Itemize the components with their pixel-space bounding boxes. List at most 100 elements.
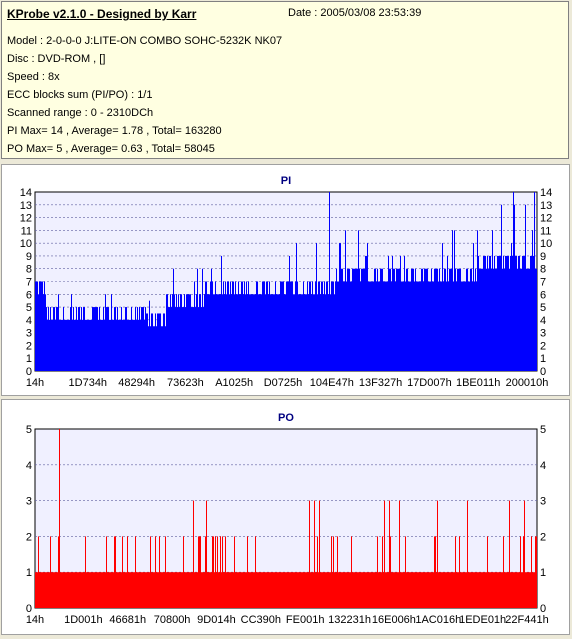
bar	[39, 281, 40, 371]
bar	[523, 536, 524, 608]
bar	[337, 281, 338, 371]
bar	[527, 572, 528, 608]
bar	[352, 268, 353, 371]
bar	[354, 268, 355, 371]
bar	[322, 281, 323, 371]
bar	[67, 572, 68, 608]
bar	[258, 294, 259, 371]
bar	[223, 572, 224, 608]
bar	[219, 294, 220, 371]
bar	[129, 319, 130, 371]
bar	[194, 572, 195, 608]
bar	[451, 572, 452, 608]
bar	[77, 319, 78, 371]
bar	[282, 281, 283, 371]
bar	[105, 572, 106, 608]
y-tick-label-left: 1	[26, 353, 32, 365]
bar	[505, 572, 506, 608]
bar	[434, 536, 435, 608]
bar	[159, 536, 160, 608]
bar	[378, 572, 379, 608]
bar	[433, 572, 434, 608]
y-tick-label-right: 2	[540, 340, 546, 352]
bar	[373, 281, 374, 371]
bar	[221, 572, 222, 608]
y-tick-label-right: 6	[540, 289, 546, 301]
bar	[274, 294, 275, 371]
bar	[246, 572, 247, 608]
bar	[468, 572, 469, 608]
bar	[169, 307, 170, 371]
bar	[477, 572, 478, 608]
bar	[53, 572, 54, 608]
bar	[504, 572, 505, 608]
bar	[246, 281, 247, 371]
bar	[198, 536, 199, 608]
bar	[163, 313, 164, 371]
bar	[298, 294, 299, 371]
bar	[198, 307, 199, 371]
bar	[405, 281, 406, 371]
bar	[275, 572, 276, 608]
bar	[288, 572, 289, 608]
bar	[271, 572, 272, 608]
bar	[480, 572, 481, 608]
bar	[304, 294, 305, 371]
bar	[130, 572, 131, 608]
bar	[159, 313, 160, 371]
bar	[417, 572, 418, 608]
bar	[392, 572, 393, 608]
bar	[524, 500, 525, 608]
bar	[201, 307, 202, 371]
bar	[266, 281, 267, 371]
bar	[36, 281, 37, 371]
bar	[402, 281, 403, 371]
bar	[109, 572, 110, 608]
y-tick-label-left: 10	[20, 238, 32, 250]
bar	[354, 572, 355, 608]
bar	[149, 300, 150, 371]
bar	[339, 243, 340, 371]
bar	[488, 572, 489, 608]
bar	[256, 572, 257, 608]
bar	[106, 307, 107, 371]
bar	[263, 572, 264, 608]
bar	[318, 281, 319, 371]
bar	[530, 572, 531, 608]
bar	[280, 281, 281, 371]
bar	[430, 572, 431, 608]
bar	[346, 572, 347, 608]
bar	[446, 281, 447, 371]
bar	[414, 572, 415, 608]
bar	[249, 572, 250, 608]
bar	[418, 281, 419, 371]
bar	[434, 268, 435, 371]
bar	[443, 572, 444, 608]
y-tick-label-right: 14	[540, 187, 552, 199]
bar	[185, 307, 186, 371]
bar	[285, 572, 286, 608]
bar	[225, 281, 226, 371]
bar	[63, 572, 64, 608]
bar	[143, 307, 144, 371]
bar	[417, 281, 418, 371]
bar	[72, 319, 73, 371]
bar	[218, 294, 219, 371]
bar	[357, 268, 358, 371]
bar	[516, 255, 517, 371]
bar	[182, 572, 183, 608]
bar	[423, 572, 424, 608]
bar	[385, 281, 386, 371]
bar	[364, 268, 365, 371]
bar	[216, 294, 217, 371]
bar	[482, 572, 483, 608]
bar	[517, 268, 518, 371]
bar	[45, 572, 46, 608]
bar	[155, 313, 156, 371]
bar	[422, 572, 423, 608]
bar	[440, 572, 441, 608]
x-tick-label: 104E47h	[310, 377, 354, 389]
bar	[528, 268, 529, 371]
bar	[309, 281, 310, 371]
bar	[62, 319, 63, 371]
